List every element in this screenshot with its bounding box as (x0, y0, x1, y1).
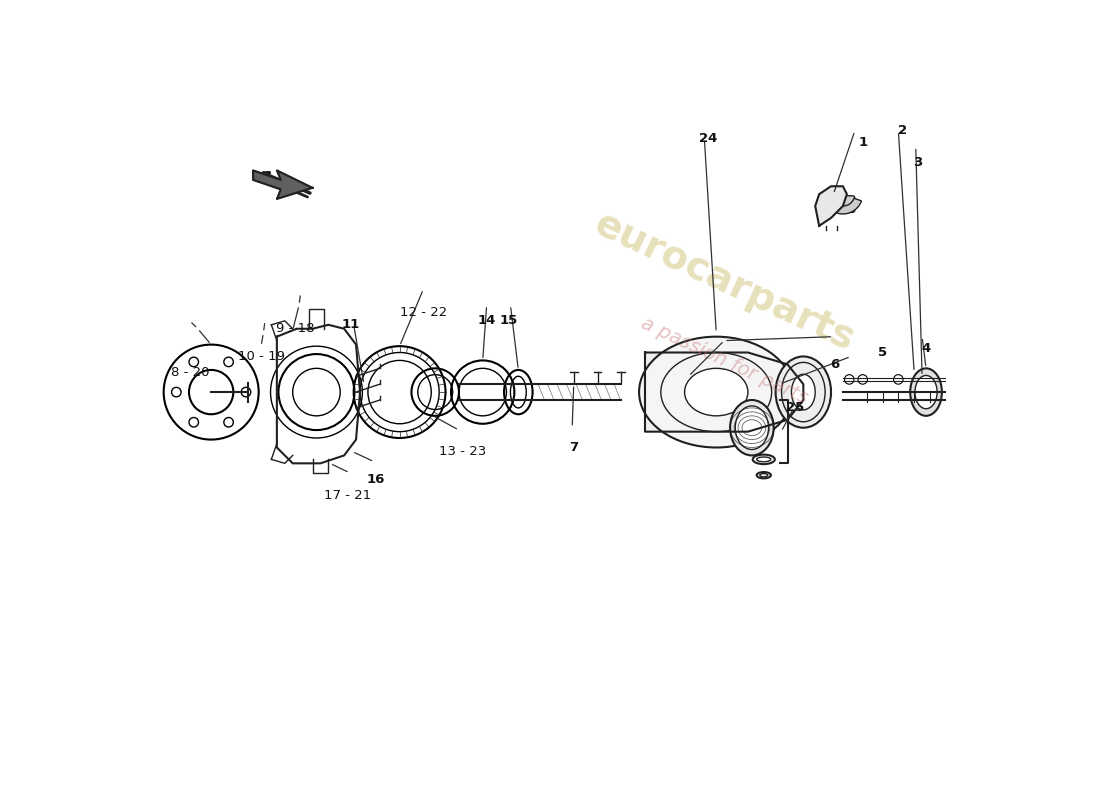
Text: 25: 25 (786, 402, 804, 414)
Text: 24: 24 (700, 132, 717, 146)
Ellipse shape (735, 406, 769, 450)
Text: 5: 5 (878, 346, 887, 359)
Ellipse shape (639, 337, 793, 447)
Ellipse shape (730, 400, 773, 455)
Ellipse shape (757, 472, 771, 478)
Text: 16: 16 (366, 473, 385, 486)
Text: 8 - 20: 8 - 20 (170, 366, 209, 378)
Text: 11: 11 (341, 318, 360, 331)
Ellipse shape (910, 368, 942, 416)
Text: 10 - 19: 10 - 19 (238, 350, 285, 363)
Ellipse shape (776, 357, 830, 428)
FancyBboxPatch shape (826, 196, 855, 212)
Text: eurocarparts: eurocarparts (588, 204, 860, 358)
Ellipse shape (752, 454, 774, 464)
Text: 17 - 21: 17 - 21 (324, 489, 372, 502)
Text: 6: 6 (830, 358, 839, 371)
Polygon shape (253, 170, 312, 199)
Text: 2: 2 (898, 124, 906, 138)
Text: 3: 3 (913, 156, 923, 169)
Polygon shape (645, 353, 803, 432)
Wedge shape (824, 198, 861, 214)
Ellipse shape (792, 374, 815, 410)
Ellipse shape (661, 353, 772, 432)
Text: 14: 14 (477, 314, 496, 327)
Text: 15: 15 (499, 314, 518, 327)
Text: 13 - 23: 13 - 23 (439, 445, 486, 458)
Ellipse shape (915, 375, 937, 409)
Polygon shape (815, 186, 847, 226)
Ellipse shape (684, 368, 748, 416)
Text: 7: 7 (569, 441, 579, 454)
Text: 12 - 22: 12 - 22 (399, 306, 447, 319)
Text: 9 - 18: 9 - 18 (276, 322, 315, 335)
Text: 4: 4 (922, 342, 931, 355)
Text: a passion for parts: a passion for parts (638, 314, 811, 407)
Ellipse shape (782, 362, 825, 422)
Ellipse shape (760, 474, 768, 477)
Ellipse shape (757, 457, 771, 462)
Text: 1: 1 (858, 136, 867, 150)
